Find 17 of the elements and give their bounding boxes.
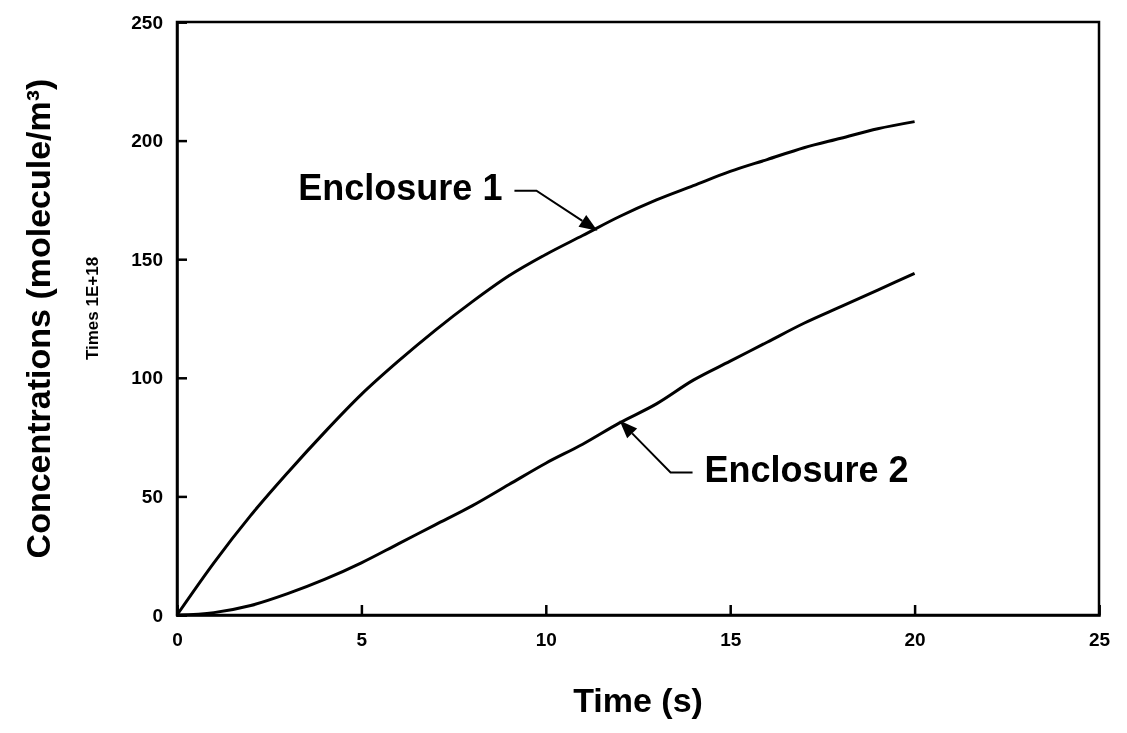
y-tick-label: 50 — [141, 485, 163, 507]
x-tick-label: 20 — [904, 629, 926, 651]
text: Times 1E+18 — [83, 256, 102, 361]
x-tick-label: 15 — [720, 629, 742, 651]
annotation: Enclosure 1 — [298, 167, 503, 209]
y-tick-label: 100 — [131, 367, 163, 389]
y-tick-label: 200 — [131, 130, 163, 152]
y-tick-label: 250 — [131, 11, 163, 33]
x-tick-label: 0 — [172, 629, 183, 651]
x-tick-label: 25 — [1088, 629, 1111, 651]
annotation: Enclosure 2 — [704, 449, 909, 491]
y-tick-label: 150 — [131, 248, 163, 270]
x-tick-label: 5 — [356, 629, 368, 651]
x-tick-label: 10 — [535, 629, 557, 651]
y-tick-label: 0 — [152, 604, 163, 626]
x-axis-title: Time (s) — [573, 681, 703, 719]
y-axis-title: Concentrations (molecule/m³) — [19, 78, 57, 559]
